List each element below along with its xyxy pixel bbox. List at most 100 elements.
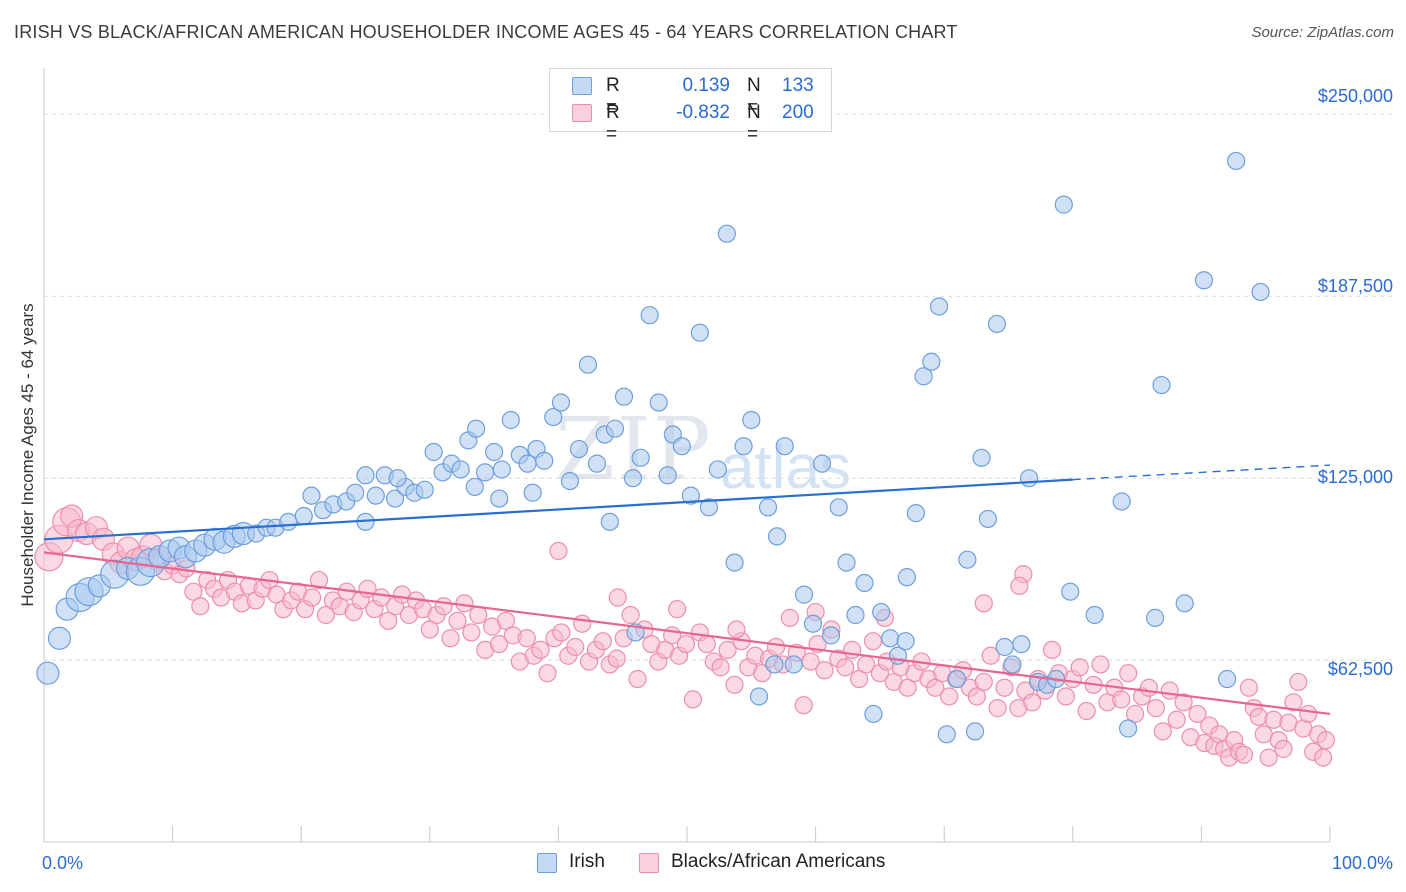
irish-point — [36, 661, 60, 685]
y-tick-label-187500: $187,500 — [1317, 276, 1393, 296]
irish-point — [1112, 492, 1131, 511]
irish-point — [1054, 195, 1073, 214]
black-point — [981, 646, 1000, 665]
legend-r-label: R = — [606, 102, 620, 145]
irish-point — [749, 687, 769, 706]
irish-point — [829, 498, 848, 517]
black-point — [441, 629, 460, 648]
irish-point — [837, 553, 856, 572]
black-point — [753, 664, 772, 683]
y-tick-label-62500: $62,500 — [1327, 659, 1393, 679]
irish-point — [775, 437, 794, 456]
black-point — [1119, 664, 1138, 683]
black-point — [926, 678, 945, 697]
legend-r-value-black: -0.832 — [676, 102, 730, 123]
irish-point — [987, 314, 1007, 334]
black-point — [1023, 693, 1042, 712]
irish-point — [881, 629, 900, 648]
black-point — [420, 620, 439, 639]
irish-point — [864, 704, 883, 724]
black-point — [836, 658, 855, 677]
black-point — [697, 634, 716, 654]
black-point — [462, 623, 481, 642]
irish-point — [1227, 151, 1246, 171]
black-point — [469, 605, 488, 625]
irish-point — [366, 486, 385, 505]
irish-point — [385, 489, 405, 508]
irish-point — [846, 605, 865, 625]
black-point — [607, 649, 626, 668]
black-point — [1010, 576, 1029, 595]
black-point — [538, 664, 557, 683]
irish-point — [614, 387, 634, 406]
irish-point — [501, 410, 520, 430]
irish-point — [485, 442, 504, 462]
irish-point — [937, 725, 956, 744]
legend-swatch-irish — [572, 77, 592, 95]
irish-point — [1061, 582, 1080, 601]
legend-n-value-irish: 133 — [782, 75, 814, 96]
irish-point — [490, 489, 509, 508]
black-point — [489, 634, 509, 654]
black-point — [766, 637, 786, 657]
black-point — [995, 678, 1014, 697]
irish-point — [302, 486, 321, 505]
black-point — [1126, 704, 1145, 724]
black-point — [668, 600, 687, 619]
bottom-legend-swatch-black — [639, 853, 659, 873]
irish-point — [1012, 634, 1031, 654]
black-point — [517, 629, 536, 648]
irish-point — [600, 512, 619, 531]
y-tick-label-250000: $250,000 — [1317, 86, 1393, 106]
black-point — [718, 640, 737, 660]
irish-point — [466, 419, 486, 438]
black-point — [1239, 678, 1258, 697]
irish-point — [855, 573, 874, 593]
irish-point — [681, 486, 700, 505]
irish-point — [560, 472, 580, 491]
black-point — [302, 588, 322, 607]
x-tick-label-min: 0.0% — [42, 853, 84, 873]
black-point — [573, 614, 592, 633]
black-point — [1153, 722, 1172, 741]
black-point — [455, 594, 474, 613]
black-point — [1160, 681, 1179, 700]
black-point — [448, 611, 467, 630]
irish-point — [649, 393, 668, 412]
black-point — [1299, 704, 1318, 724]
black-point — [1174, 693, 1193, 712]
black-point — [549, 541, 568, 561]
irish-point — [708, 460, 727, 479]
irish-point — [658, 466, 677, 485]
irish-point — [640, 306, 659, 325]
irish-point — [1085, 605, 1104, 625]
irish-point — [690, 323, 709, 342]
black-point — [1316, 731, 1336, 750]
black-point — [1070, 658, 1089, 677]
black-point — [309, 570, 329, 590]
black-point — [1274, 739, 1293, 758]
irish-point — [872, 602, 891, 622]
black-point — [1259, 748, 1278, 767]
black-point — [379, 611, 398, 630]
black-point — [1264, 710, 1283, 729]
irish-trendline — [43, 478, 1073, 541]
black-point — [593, 632, 613, 651]
black-point — [552, 623, 571, 642]
irish-point — [551, 393, 571, 412]
black-point — [967, 687, 986, 706]
irish-point — [742, 410, 761, 430]
black-point — [566, 637, 585, 657]
legend-r-value-irish: 0.139 — [682, 75, 730, 96]
black-point — [988, 699, 1007, 718]
irish-point — [424, 442, 443, 462]
irish-point — [794, 585, 814, 604]
irish-point — [717, 224, 736, 243]
irish-point — [279, 512, 298, 531]
irish-point — [672, 437, 691, 456]
black-point — [316, 605, 336, 625]
irish-point — [922, 352, 941, 371]
black-point — [1284, 693, 1303, 712]
legend-r-label: R = — [606, 75, 620, 118]
irish-point — [346, 483, 365, 502]
